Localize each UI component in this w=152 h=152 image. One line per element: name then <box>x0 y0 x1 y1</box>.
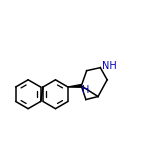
Polygon shape <box>68 85 81 87</box>
Text: NH: NH <box>102 61 117 71</box>
Text: H: H <box>82 85 90 95</box>
